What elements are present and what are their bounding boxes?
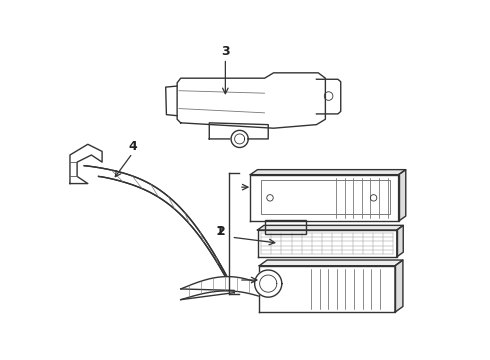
Polygon shape — [177, 73, 325, 128]
Polygon shape — [250, 170, 406, 175]
Polygon shape — [166, 86, 177, 116]
Polygon shape — [317, 79, 341, 114]
Polygon shape — [397, 225, 403, 257]
Polygon shape — [255, 270, 282, 297]
Text: 1: 1 — [215, 225, 224, 238]
Polygon shape — [231, 130, 248, 148]
Polygon shape — [395, 260, 403, 312]
Text: 3: 3 — [220, 45, 229, 58]
Polygon shape — [258, 230, 397, 257]
Polygon shape — [398, 170, 406, 221]
Text: 2: 2 — [217, 225, 226, 238]
Polygon shape — [209, 123, 268, 139]
Polygon shape — [70, 144, 102, 184]
Polygon shape — [259, 260, 403, 266]
Polygon shape — [250, 175, 398, 221]
Polygon shape — [258, 225, 403, 230]
Polygon shape — [84, 166, 234, 293]
Polygon shape — [181, 276, 270, 300]
Text: 4: 4 — [129, 140, 138, 153]
Polygon shape — [259, 266, 395, 312]
